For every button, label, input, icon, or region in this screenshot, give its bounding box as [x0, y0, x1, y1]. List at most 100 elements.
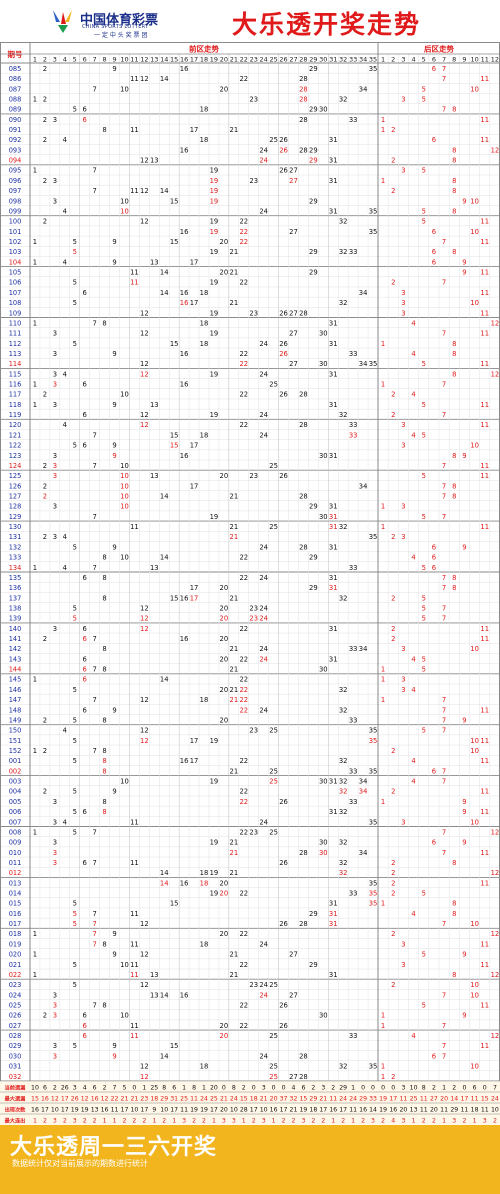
- stat-front-value: 1: [202, 1084, 206, 1091]
- front-number: 14: [160, 493, 169, 501]
- front-number: 2: [43, 391, 47, 399]
- front-number: 34: [359, 85, 368, 93]
- front-number: 8: [102, 798, 106, 806]
- front-number: 2: [43, 218, 47, 226]
- front-column-number: 29: [309, 55, 317, 63]
- front-column-number: 3: [53, 55, 57, 63]
- stat-back-value: 25: [410, 1095, 418, 1102]
- front-number: 6: [83, 106, 87, 114]
- stat-front-value: 17: [121, 1106, 129, 1113]
- back-number: 1: [381, 116, 385, 124]
- front-number: 32: [339, 859, 348, 867]
- front-number: 28: [299, 146, 308, 154]
- period-cell: 123: [9, 452, 22, 460]
- stat-front-value: 17: [140, 1106, 148, 1113]
- stat-front-value: 2: [162, 1117, 166, 1124]
- front-number: 33: [349, 645, 358, 653]
- front-number: 24: [259, 543, 268, 551]
- front-number: 15: [170, 442, 179, 450]
- period-cell: 013: [9, 879, 22, 887]
- stat-front-value: 15: [299, 1095, 307, 1102]
- front-number: 7: [92, 431, 96, 439]
- front-number: 9: [112, 543, 116, 551]
- back-number: 7: [442, 584, 446, 592]
- front-number: 32: [339, 248, 348, 256]
- back-number: 4: [411, 350, 415, 358]
- front-number: 10: [120, 961, 129, 969]
- back-number: 2: [391, 981, 395, 989]
- front-number: 10: [120, 778, 129, 786]
- stat-front-value: 16: [41, 1095, 49, 1102]
- front-number: 6: [83, 116, 87, 124]
- front-column-number: 18: [200, 55, 208, 63]
- front-number: 13: [150, 564, 159, 572]
- front-number: 12: [140, 615, 149, 623]
- front-number: 5: [73, 737, 77, 745]
- stat-front-value: 17: [250, 1106, 258, 1113]
- back-number: 7: [442, 604, 446, 612]
- back-number: 11: [480, 788, 489, 796]
- header-band: [0, 42, 500, 63]
- front-number: 8: [102, 594, 106, 602]
- front-number: 12: [140, 360, 149, 368]
- back-number: 5: [422, 594, 426, 602]
- back-number: 6: [432, 543, 436, 551]
- back-number: 3: [401, 167, 405, 175]
- front-number: 14: [160, 289, 169, 297]
- stat-front-value: 31: [170, 1095, 178, 1102]
- front-number: 8: [102, 666, 106, 674]
- front-number: 6: [83, 381, 87, 389]
- period-cell: 008: [9, 828, 22, 836]
- front-number: 3: [53, 1002, 57, 1010]
- period-cell: 010: [9, 849, 22, 857]
- front-number: 31: [329, 920, 338, 928]
- stat-front-value: 29: [309, 1095, 317, 1102]
- front-number: 7: [92, 940, 96, 948]
- front-number: 7: [92, 930, 96, 938]
- stat-label: 出现次数: [5, 1105, 27, 1113]
- period-cell: 024: [9, 991, 22, 999]
- front-number: 7: [92, 910, 96, 918]
- back-number: 7: [442, 75, 446, 83]
- front-number: 25: [269, 523, 278, 531]
- front-number: 33: [349, 890, 358, 898]
- front-number: 1: [33, 828, 37, 836]
- stat-row-bg: [0, 1103, 500, 1114]
- front-number: 19: [210, 737, 219, 745]
- period-cell: 006: [9, 808, 22, 816]
- front-number: 12: [140, 330, 149, 338]
- back-number: 11: [480, 706, 489, 714]
- front-number: 5: [73, 900, 77, 908]
- front-number: 19: [210, 197, 219, 205]
- back-number: 11: [480, 635, 489, 643]
- stat-front-value: 2: [122, 1117, 126, 1124]
- front-number: 20: [220, 238, 229, 246]
- front-number: 33: [349, 248, 358, 256]
- front-number: 31: [329, 503, 338, 511]
- back-number: 5: [422, 218, 426, 226]
- front-number: 15: [170, 238, 179, 246]
- footer-title: 大乐透周一三六开奖: [10, 1135, 218, 1160]
- front-number: 9: [112, 452, 116, 460]
- stat-front-value: 29: [359, 1095, 367, 1102]
- front-number: 17: [190, 594, 199, 602]
- stat-back-value: 17: [460, 1095, 468, 1102]
- front-column-number: 25: [269, 55, 277, 63]
- front-number: 5: [73, 106, 77, 114]
- stat-back-value: 1: [442, 1117, 446, 1124]
- front-number: 24: [259, 370, 268, 378]
- front-number: 18: [200, 431, 209, 439]
- front-number: 21: [230, 248, 239, 256]
- back-number: 11: [480, 849, 489, 857]
- front-number: 23: [249, 472, 258, 480]
- front-number: 31: [329, 910, 338, 918]
- period-cell: 095: [9, 167, 22, 175]
- back-number: 7: [442, 1022, 446, 1030]
- back-number: 2: [391, 391, 395, 399]
- front-number: 20: [220, 930, 229, 938]
- stat-back-value: 11: [420, 1106, 428, 1113]
- back-number: 8: [452, 452, 456, 460]
- front-number: 21: [230, 849, 239, 857]
- back-number: 4: [411, 319, 415, 327]
- front-number: 35: [369, 890, 378, 898]
